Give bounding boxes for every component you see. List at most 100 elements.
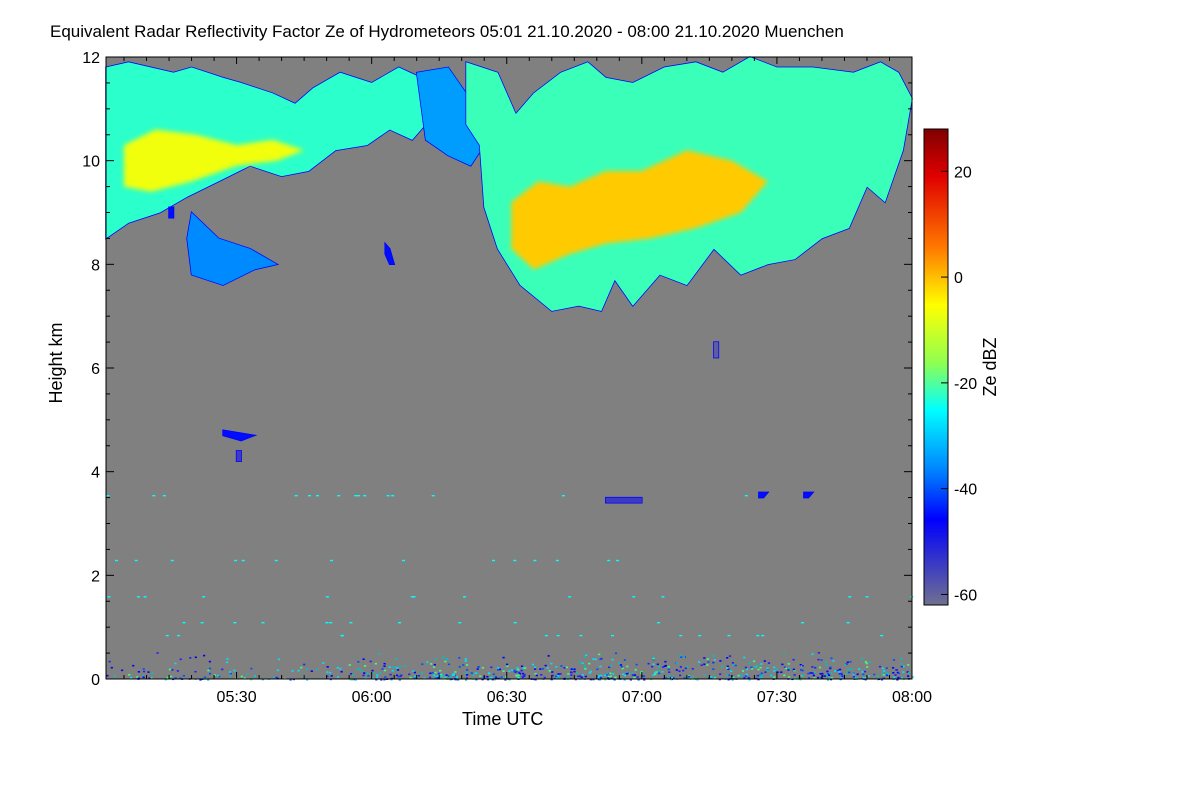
- clutter-dot: [476, 672, 479, 675]
- clutter-dot: [416, 675, 419, 678]
- clutter-dot: [376, 676, 379, 679]
- clutter-dot: [845, 673, 848, 675]
- clutter-dot: [852, 673, 855, 676]
- clutter-dot: [760, 672, 763, 675]
- clutter-dot: [635, 663, 638, 666]
- clutter-dot: [521, 675, 524, 678]
- clutter-dot: [824, 675, 827, 677]
- clutter-dot: [826, 679, 829, 681]
- clutter-dot: [392, 666, 395, 669]
- clutter-dot: [294, 495, 298, 497]
- clutter-dot: [400, 674, 403, 677]
- clutter-dot: [801, 674, 805, 676]
- colorbar-tick-label: -40: [954, 482, 977, 499]
- clutter-dot: [599, 665, 602, 668]
- clutter-dot: [683, 656, 686, 659]
- clutter-dot: [607, 675, 610, 678]
- isolated-cloud-840-body: [187, 212, 278, 286]
- clutter-dot: [900, 663, 903, 665]
- clutter-dot: [568, 596, 572, 598]
- clutter-dot: [756, 664, 759, 667]
- clutter-dot: [740, 677, 743, 679]
- clutter-dot: [828, 677, 831, 680]
- clutter-dot: [743, 677, 746, 679]
- clutter-dot: [865, 596, 869, 598]
- clutter-dot: [661, 596, 665, 598]
- clutter-dot: [475, 678, 478, 681]
- clutter-dot: [106, 674, 109, 677]
- clutter-dot: [199, 679, 202, 681]
- clutter-dot: [764, 671, 767, 673]
- clutter-dot: [371, 669, 374, 672]
- clutter-dot: [792, 658, 795, 661]
- clutter-dot: [565, 666, 568, 669]
- clutter-dot: [770, 673, 773, 676]
- clutter-dot: [882, 674, 885, 676]
- clutter-dot: [761, 634, 765, 637]
- clutter-dot: [399, 675, 402, 678]
- clutter-dot: [396, 669, 400, 671]
- clutter-dot: [678, 670, 681, 672]
- clutter-dot: [807, 672, 810, 675]
- clutter-dot: [732, 676, 735, 679]
- clutter-dot: [580, 676, 583, 679]
- clutter-dot: [613, 678, 616, 681]
- clutter-dot: [684, 667, 687, 670]
- y-tick-label: 2: [91, 568, 100, 585]
- clutter-dot: [829, 667, 832, 670]
- clutter-dot: [658, 672, 661, 675]
- chart-title: Equivalent Radar Reflectivity Factor Ze …: [50, 22, 844, 41]
- clutter-dot: [563, 667, 566, 669]
- clutter-dot: [330, 675, 333, 677]
- clutter-dot: [799, 664, 802, 666]
- clutter-dot: [612, 673, 615, 675]
- clutter-dot: [713, 677, 717, 679]
- clutter-dot: [372, 677, 375, 679]
- clutter-dot: [848, 596, 852, 598]
- clutter-dot: [494, 677, 498, 679]
- clutter-dot: [728, 674, 731, 677]
- clutter-dot: [234, 559, 238, 562]
- clutter-dot: [325, 596, 329, 598]
- clutter-dot: [306, 679, 309, 681]
- clutter-dot: [449, 675, 452, 678]
- clutter-dot: [817, 652, 820, 654]
- clutter-dot: [502, 656, 505, 659]
- clutter-dot: [474, 672, 477, 674]
- clutter-dot: [316, 668, 319, 671]
- clutter-dot: [417, 675, 420, 677]
- clutter-dot: [863, 670, 867, 673]
- clutter-dot: [487, 678, 490, 681]
- clutter-dot: [730, 670, 733, 672]
- clutter-dot: [143, 596, 147, 598]
- clutter-dot: [858, 668, 861, 670]
- clutter-dot: [747, 676, 750, 679]
- clutter-dot: [438, 675, 442, 677]
- clutter-dot: [830, 677, 834, 679]
- clutter-dot: [544, 664, 547, 667]
- clutter-dot: [584, 668, 587, 670]
- clutter-dot: [515, 674, 518, 677]
- clutter-dot: [763, 660, 766, 662]
- clutter-dot: [275, 676, 278, 679]
- clutter-dot: [801, 669, 804, 672]
- clutter-dot: [121, 669, 124, 672]
- clutter-dot: [894, 674, 897, 676]
- clutter-dot: [686, 666, 689, 668]
- clutter-dot: [134, 559, 138, 562]
- clutter-dot: [675, 669, 678, 671]
- clutter-dot: [846, 622, 850, 624]
- clutter-dot: [383, 669, 387, 672]
- clutter-dot: [821, 673, 824, 675]
- clutter-dot: [325, 622, 329, 624]
- clutter-dot: [607, 559, 611, 562]
- clutter-dot: [721, 665, 724, 668]
- clutter-dot: [671, 677, 674, 679]
- clutter-dot: [462, 664, 465, 666]
- clutter-dot: [136, 596, 140, 598]
- clutter-dot: [179, 658, 182, 661]
- clutter-dot: [598, 653, 601, 656]
- clutter-dot: [897, 676, 900, 679]
- clutter-dot: [820, 659, 823, 661]
- clutter-dot: [611, 634, 614, 637]
